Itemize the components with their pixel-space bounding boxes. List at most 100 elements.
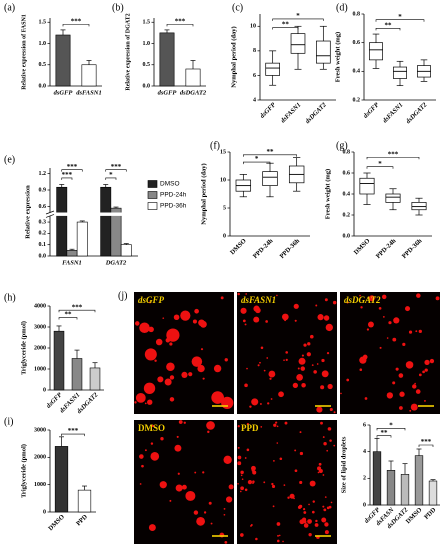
significance-label: * <box>398 13 402 21</box>
lipid-droplet <box>340 392 342 395</box>
box <box>385 193 401 203</box>
lipid-droplet <box>241 478 244 481</box>
lipid-droplet <box>240 533 244 537</box>
bar <box>54 446 69 513</box>
lipid-droplet <box>273 423 277 427</box>
lipid-droplet <box>237 446 240 449</box>
lipid-droplet <box>392 337 397 342</box>
x-tick-label: DGAT2 <box>105 259 127 266</box>
y-tick-label: 0.9 <box>39 187 47 193</box>
lipid-droplet <box>318 462 322 466</box>
y-tick-label: 4000 <box>34 303 46 309</box>
lipid-droplet <box>263 481 266 484</box>
lipid-droplet <box>322 436 325 438</box>
lipid-droplet <box>415 330 418 333</box>
significance-label: *** <box>388 150 399 158</box>
break-mark <box>45 214 55 218</box>
lipid-droplet <box>326 449 329 452</box>
panel-label: (e) <box>4 154 15 165</box>
y-tick-label: 0.1 <box>39 242 47 248</box>
lipid-droplet <box>408 330 413 334</box>
y-tick-label: 0.6 <box>353 40 361 46</box>
bar <box>372 451 382 506</box>
lipid-droplet <box>144 348 157 361</box>
significance-label: ** <box>65 311 73 319</box>
significance-label: ** <box>282 21 290 29</box>
x-tick-label: PPD-36h <box>401 237 424 260</box>
lipid-droplet <box>299 451 304 456</box>
lipid-droplet <box>220 296 224 300</box>
lipid-droplet <box>316 406 323 413</box>
lipid-droplet <box>247 480 253 485</box>
box <box>393 66 407 79</box>
lipid-droplet <box>194 319 197 322</box>
y-tick-label: 6 <box>363 422 366 428</box>
lipid-droplet <box>296 374 303 381</box>
image-label: dsDGAT2 <box>344 295 381 305</box>
lipid-droplet <box>240 470 244 475</box>
lipid-droplet <box>157 376 164 383</box>
lipid-droplet <box>228 484 234 490</box>
image-label: PPD <box>241 423 259 433</box>
lipid-droplet <box>368 295 375 302</box>
y-tick-label: 0.4 <box>353 69 361 75</box>
lipid-droplet <box>418 373 422 377</box>
lipid-droplet <box>276 294 278 297</box>
lipid-droplet <box>322 505 325 508</box>
lipid-droplet <box>246 422 249 425</box>
significance-label: *** <box>421 438 432 446</box>
lipid-droplet <box>409 409 412 412</box>
significance-bracket <box>61 169 83 172</box>
lipid-droplet <box>259 361 261 364</box>
lipid-droplet <box>271 484 276 489</box>
lipid-droplet <box>246 367 248 370</box>
y-tick-label: 0.4 <box>343 191 351 197</box>
y-tick-label: 0.0 <box>39 83 47 89</box>
lipid-droplet <box>191 356 203 367</box>
lipid-droplet <box>276 539 280 543</box>
lipid-droplet <box>193 510 199 515</box>
lipid-droplet <box>139 483 142 485</box>
lipid-droplet <box>395 367 399 371</box>
panel-label: (h) <box>4 292 16 303</box>
bar <box>428 480 438 506</box>
bar <box>81 64 97 87</box>
lipid-droplet <box>278 534 281 537</box>
significance-label: ** <box>385 21 393 29</box>
lipid-droplet <box>197 364 205 373</box>
bar <box>77 489 92 513</box>
y-axis-label: Nymphal period (day) <box>200 163 207 224</box>
lipid-droplet <box>240 307 247 314</box>
lipid-droplet <box>303 508 306 511</box>
y-tick-label: 0.6 <box>39 204 47 210</box>
y-tick-label: 10 <box>220 177 226 183</box>
lipid-droplet <box>379 346 382 349</box>
lipid-droplet <box>260 426 263 428</box>
lipid-droplet <box>303 520 307 524</box>
image-label: dsGFP <box>138 295 165 305</box>
box <box>262 171 278 186</box>
lipid-droplet <box>415 389 421 394</box>
box <box>359 177 375 195</box>
lipid-droplet <box>181 484 187 490</box>
lipid-droplet <box>314 523 319 527</box>
x-tick-label: PPD-24h <box>375 237 398 260</box>
lipid-droplet <box>276 442 279 444</box>
lipid-droplet <box>169 375 175 380</box>
lipid-droplet <box>150 452 160 461</box>
significance-bracket <box>375 28 401 31</box>
lipid-droplet <box>324 496 327 498</box>
y-tick-label: 6 <box>253 73 256 79</box>
x-tick-label: dsFASN1 <box>76 89 101 96</box>
y-tick-label: 10 <box>250 24 256 30</box>
y-tick-label: 15 <box>220 149 226 155</box>
lipid-droplet <box>294 469 298 473</box>
significance-label: *** <box>175 17 186 25</box>
bar <box>53 330 65 391</box>
lipid-droplet <box>150 442 154 445</box>
lipid-droplet <box>210 522 213 525</box>
legend-label: PPD-24h <box>160 192 187 199</box>
lipid-droplet <box>410 403 418 411</box>
lipid-droplet <box>324 522 329 527</box>
y-axis-label: Triglyceride (pmol) <box>20 444 27 498</box>
